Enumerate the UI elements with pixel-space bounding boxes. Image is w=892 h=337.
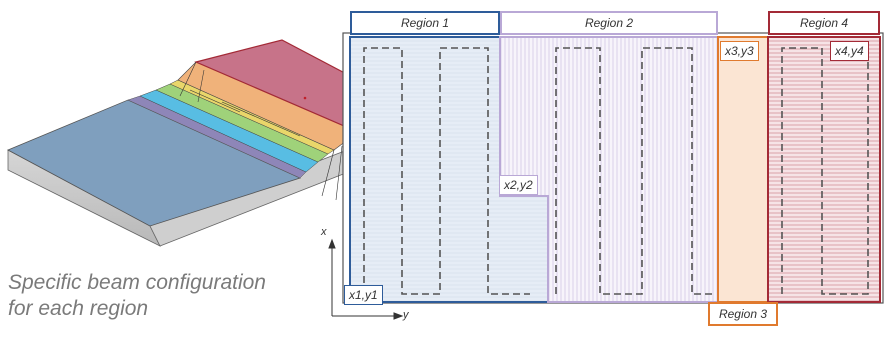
region-2-label: Region 2 <box>500 11 718 35</box>
coord-label-1: x1,y1 <box>344 285 383 305</box>
caption-line-2: for each region <box>8 297 149 320</box>
region-4-label: Region 4 <box>768 11 880 35</box>
axes <box>328 238 404 320</box>
coord-label-4: x4,y4 <box>830 41 869 61</box>
scan-path-region-4 <box>781 47 869 295</box>
region-1-label: Region 1 <box>350 11 500 35</box>
caption: Specific beam configuration for each reg… <box>8 270 266 322</box>
x-axis-arrow <box>328 238 336 249</box>
terrain-marker <box>303 96 307 100</box>
scan-paths <box>363 47 869 295</box>
coord-label-2: x2,y2 <box>499 175 538 195</box>
y-axis-arrow <box>393 312 404 320</box>
y-axis-label: y <box>403 309 409 321</box>
region-3-label: Region 3 <box>708 302 778 326</box>
caption-line-1: Specific beam configuration <box>8 271 266 294</box>
region-4-area <box>767 36 881 303</box>
coord-label-3: x3,y3 <box>720 41 759 61</box>
scan-path-region-2 <box>555 47 714 295</box>
scan-path-region-1 <box>363 47 530 295</box>
region-3-area <box>717 36 769 303</box>
x-axis-label: x <box>321 226 327 238</box>
